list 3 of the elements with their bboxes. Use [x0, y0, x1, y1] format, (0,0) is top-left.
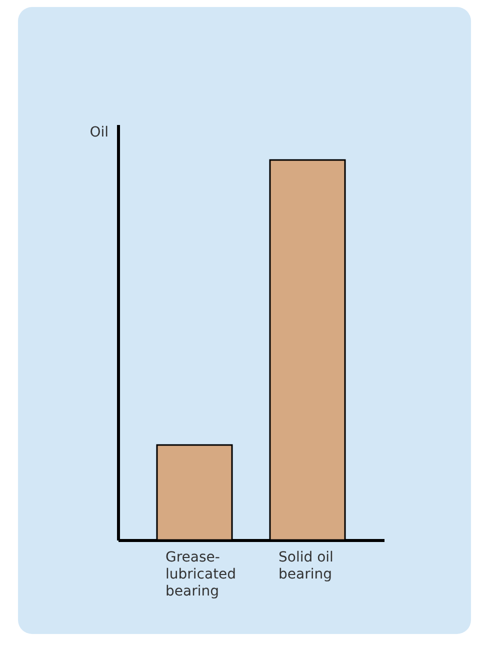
x-tick-label: Solid oil bearing [278, 550, 334, 582]
y-axis-title: Oil [90, 124, 108, 140]
x-tick-label: Grease-lubricated bearing [166, 550, 236, 600]
